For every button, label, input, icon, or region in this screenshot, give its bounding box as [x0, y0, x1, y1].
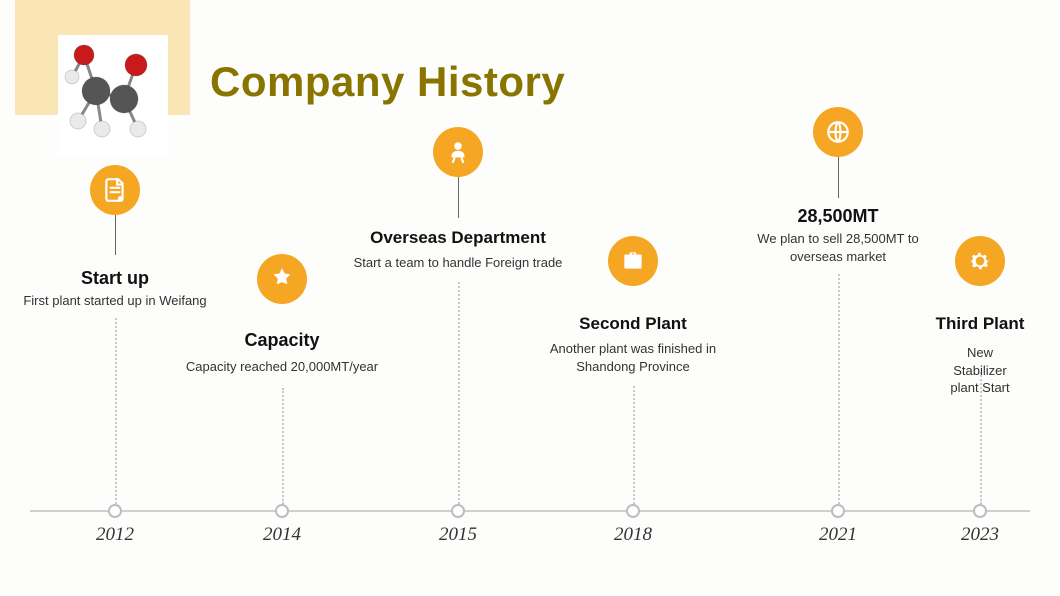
event-desc: Start a team to handle Foreign trade — [354, 254, 563, 272]
event-desc: We plan to sell 28,500MT to overseas mar… — [738, 230, 938, 265]
gear-icon — [955, 236, 1005, 286]
event-desc: Another plant was finished in Shandong P… — [533, 340, 733, 375]
timeline-year: 2021 — [819, 524, 857, 546]
timeline-node — [451, 504, 465, 518]
person-icon — [433, 127, 483, 177]
timeline-connector — [115, 318, 117, 504]
timeline-stem — [838, 157, 839, 198]
badge-icon — [257, 254, 307, 304]
event-title: 28,500MT — [797, 206, 878, 227]
timeline-node — [973, 504, 987, 518]
globe-icon — [813, 107, 863, 157]
timeline-axis — [30, 510, 1030, 512]
event-title: Overseas Department — [370, 228, 546, 248]
document-icon — [90, 165, 140, 215]
molecule-illustration — [58, 35, 168, 155]
timeline-year: 2015 — [439, 524, 477, 546]
timeline-node — [275, 504, 289, 518]
timeline-year: 2014 — [263, 524, 301, 546]
event-desc: New Stabilizer plant Start — [940, 344, 1020, 397]
timeline-connector — [633, 386, 635, 504]
event-desc: Capacity reached 20,000MT/year — [186, 358, 378, 376]
event-title: Capacity — [244, 330, 319, 351]
timeline-stem — [115, 215, 116, 255]
page-title: Company History — [210, 58, 565, 106]
timeline-year: 2012 — [96, 524, 134, 546]
event-desc: First plant started up in Weifang — [23, 292, 206, 310]
briefcase-icon — [608, 236, 658, 286]
event-title: Start up — [81, 268, 149, 289]
event-title: Second Plant — [579, 314, 687, 334]
timeline-connector — [282, 388, 284, 504]
timeline-node — [831, 504, 845, 518]
timeline-stem — [458, 177, 459, 218]
timeline-node — [108, 504, 122, 518]
timeline-year: 2023 — [961, 524, 999, 546]
timeline-year: 2018 — [614, 524, 652, 546]
timeline-connector — [458, 282, 460, 504]
event-title: Third Plant — [936, 314, 1025, 334]
timeline-connector — [838, 274, 840, 504]
timeline-node — [626, 504, 640, 518]
